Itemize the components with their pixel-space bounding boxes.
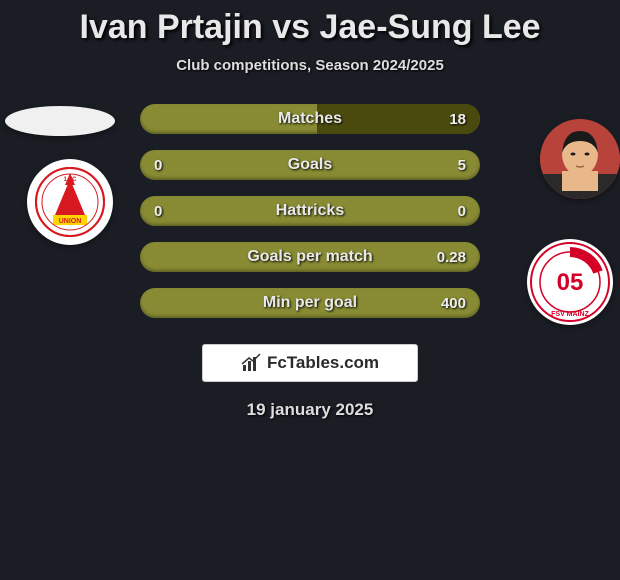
svg-text:FSV MAINZ: FSV MAINZ: [551, 311, 589, 318]
stat-label: Min per goal: [263, 294, 357, 312]
stat-label: Matches: [278, 110, 342, 128]
stat-row: Goals 0 5: [140, 150, 480, 180]
union-berlin-icon: UNION 1.FC: [35, 167, 105, 237]
svg-text:05: 05: [557, 269, 584, 296]
svg-text:1.FC: 1.FC: [63, 177, 77, 183]
page-title: Ivan Prtajin vs Jae-Sung Lee: [0, 8, 620, 47]
svg-text:UNION: UNION: [59, 218, 82, 225]
stat-value-left: 0: [154, 203, 162, 220]
mainz-05-icon: 05 FSV MAINZ: [530, 242, 610, 322]
stat-label: Goals per match: [247, 248, 372, 266]
stat-row: Hattricks 0 0: [140, 196, 480, 226]
club-right-logo: 05 FSV MAINZ: [527, 239, 613, 325]
stat-label: Hattricks: [276, 202, 344, 220]
chart-icon: [241, 353, 261, 373]
player-face-icon: [540, 119, 620, 199]
stat-bars: Matches 18 Goals 0 5 Hattricks 0 0 Goals per mat…: [140, 104, 480, 334]
stat-value-right: 5: [458, 157, 466, 174]
stat-label: Goals: [288, 156, 332, 174]
stat-value-right: 0.28: [437, 249, 466, 266]
player-left-avatar: [5, 106, 115, 136]
stat-value-right: 18: [449, 111, 466, 128]
date-text: 19 january 2025: [0, 400, 620, 420]
club-left-logo: UNION 1.FC: [27, 159, 113, 245]
comparison-area: UNION 1.FC: [0, 104, 620, 334]
stat-row: Min per goal 400: [140, 288, 480, 318]
stat-value-right: 400: [441, 295, 466, 312]
brand-badge[interactable]: FcTables.com: [202, 344, 418, 382]
stat-row: Matches 18: [140, 104, 480, 134]
player-right-avatar: [540, 119, 620, 199]
stat-value-right: 0: [458, 203, 466, 220]
brand-text: FcTables.com: [267, 353, 379, 373]
page-subtitle: Club competitions, Season 2024/2025: [0, 57, 620, 74]
stat-value-left: 0: [154, 157, 162, 174]
stat-row: Goals per match 0.28: [140, 242, 480, 272]
